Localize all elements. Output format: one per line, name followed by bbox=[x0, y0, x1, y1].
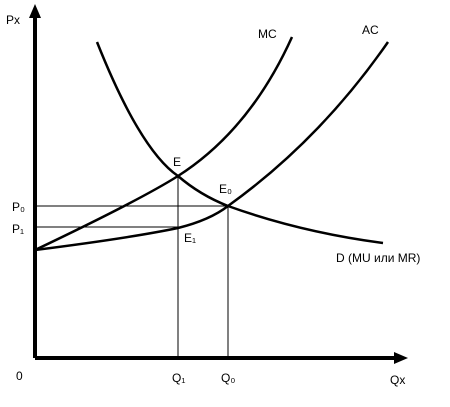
x-label: Qx bbox=[390, 373, 405, 387]
demand-curve bbox=[95, 41, 384, 245]
p0-label: P₀ bbox=[12, 200, 25, 214]
ac-label: AC bbox=[362, 23, 379, 37]
p1-label: P₁ bbox=[12, 222, 24, 236]
q0-label: Q₀ bbox=[221, 371, 235, 385]
mc-label: MC bbox=[258, 27, 277, 41]
q1-label: Q₁ bbox=[172, 371, 185, 385]
demand-label: D (MU или MR) bbox=[336, 251, 420, 265]
x-arrow bbox=[394, 352, 408, 364]
ac-curve bbox=[34, 41, 390, 252]
point-e: E bbox=[173, 155, 181, 169]
point-e1: E₁ bbox=[184, 231, 196, 245]
y-arrow bbox=[29, 4, 41, 18]
y-label: Px bbox=[6, 13, 20, 27]
mc-curve bbox=[34, 36, 294, 252]
origin: 0 bbox=[16, 369, 23, 383]
point-e0: E₀ bbox=[219, 182, 232, 196]
